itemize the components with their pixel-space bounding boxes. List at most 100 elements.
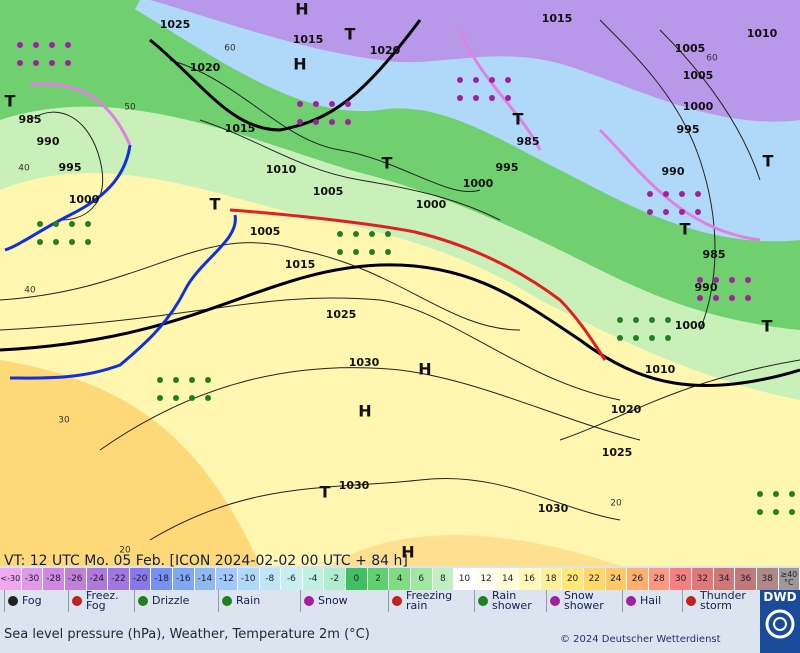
pressure-label: 1010 [747, 27, 778, 40]
weather-symbol [37, 239, 43, 245]
weather-symbol [33, 60, 39, 66]
pressure-center: T [210, 195, 221, 214]
weather-symbol [65, 42, 71, 48]
legend-item: Thunder storm [682, 590, 764, 612]
weather-symbol [37, 221, 43, 227]
weather-symbol [617, 335, 623, 341]
copyright: © 2024 Deutscher Wetterdienst [560, 634, 721, 645]
weather-symbol [773, 491, 779, 497]
legend-icon [222, 596, 232, 606]
pressure-center: H [295, 0, 308, 19]
weather-symbol [313, 119, 319, 125]
weather-symbol [789, 491, 795, 497]
pressure-center: H [358, 402, 371, 421]
colorbar-cell: 8 [432, 568, 455, 590]
warm-front [229, 208, 607, 361]
weather-symbol [53, 239, 59, 245]
weather-symbol [205, 377, 211, 383]
weather-symbol [297, 119, 303, 125]
weather-symbol [633, 317, 639, 323]
weather-symbol [697, 277, 703, 283]
legend-label: Snow shower [564, 589, 604, 612]
weather-symbol [713, 295, 719, 301]
pressure-label: 1015 [285, 258, 316, 271]
weather-symbol [337, 231, 343, 237]
colorbar-cell: 38 [756, 568, 779, 590]
weather-symbol [297, 101, 303, 107]
pressure-label: 1005 [250, 225, 281, 238]
weather-symbol [49, 42, 55, 48]
weather-symbol [773, 509, 779, 515]
colorbar-cell: 2 [367, 568, 390, 590]
colorbar-cell: 6 [410, 568, 433, 590]
colorbar-cell: 4 [389, 568, 411, 590]
legend-label: Rain [236, 594, 261, 607]
pressure-label: 1015 [293, 33, 324, 46]
weather-symbol [713, 277, 719, 283]
temperature-label: 60 [706, 54, 718, 64]
warm-area [0, 360, 260, 566]
colorbar-cell: 24 [605, 568, 628, 590]
colorbar-cell: -18 [151, 568, 173, 590]
pressure-label: 995 [59, 161, 82, 174]
cold-front [9, 214, 237, 380]
weather-symbols [17, 42, 795, 515]
legend-label: Rain shower [492, 589, 532, 612]
logo-icon [765, 609, 795, 639]
weather-symbol [649, 335, 655, 341]
legend-label: Thunder storm [700, 589, 746, 612]
pressure-label: 1030 [339, 479, 370, 492]
pressure-label: 1000 [463, 177, 494, 190]
pressure-label: 1000 [69, 193, 100, 206]
temperature-label: 30 [58, 416, 70, 426]
weather-symbol [457, 95, 463, 101]
weather-symbol [473, 95, 479, 101]
colorbar-cell: 26 [627, 568, 649, 590]
pressure-label: 985 [703, 248, 726, 261]
legend: Fog Freez. Fog Drizzle Rain Snow Freezing rai… [0, 590, 760, 612]
colorbar-cell: -28 [43, 568, 65, 590]
pressure-center: H [418, 360, 431, 379]
pressure-center: H [293, 55, 306, 74]
weather-symbol [337, 249, 343, 255]
colorbar-cell: -6 [281, 568, 303, 590]
weather-symbol [729, 295, 735, 301]
weather-symbol [695, 209, 701, 215]
weather-symbol [729, 277, 735, 283]
colorbar-cell: 20 [562, 568, 584, 590]
weather-symbol [385, 249, 391, 255]
weather-symbol [649, 317, 655, 323]
colorbar-cell: 18 [540, 568, 563, 590]
main-isobar [0, 263, 800, 388]
weather-symbol [17, 42, 23, 48]
pressure-label: 1020 [190, 61, 221, 74]
weather-symbol [697, 295, 703, 301]
colorbar-cell: -16 [173, 568, 195, 590]
weather-symbol [345, 119, 351, 125]
weather-symbol [17, 60, 23, 66]
legend-label: Drizzle [152, 594, 190, 607]
weather-symbol [53, 221, 59, 227]
pressure-label: 985 [19, 113, 42, 126]
weather-symbol [353, 249, 359, 255]
colorbar-cell: -10 [237, 568, 260, 590]
pressure-center: T [382, 154, 393, 173]
weather-symbol [633, 335, 639, 341]
colorbar-cell: 36 [735, 568, 757, 590]
valid-time: VT: 12 UTC Mo. 05 Feb. [ICON 2024-02-02 … [4, 553, 408, 569]
pressure-label: 990 [37, 135, 60, 148]
weather-symbol [189, 377, 195, 383]
pressure-label: 1025 [602, 446, 633, 459]
pressure-label: 1015 [225, 122, 256, 135]
temperature-label: 40 [18, 164, 30, 174]
pressure-center: T [762, 317, 773, 336]
pressure-label: 1010 [645, 363, 676, 376]
legend-label: Freezing rain [406, 589, 453, 612]
weather-symbol [745, 277, 751, 283]
logo-text: DWD [763, 590, 797, 604]
weather-symbol [369, 231, 375, 237]
pressure-center: T [680, 220, 691, 239]
weather-symbol [33, 42, 39, 48]
weather-symbol [157, 395, 163, 401]
weather-symbol [385, 231, 391, 237]
